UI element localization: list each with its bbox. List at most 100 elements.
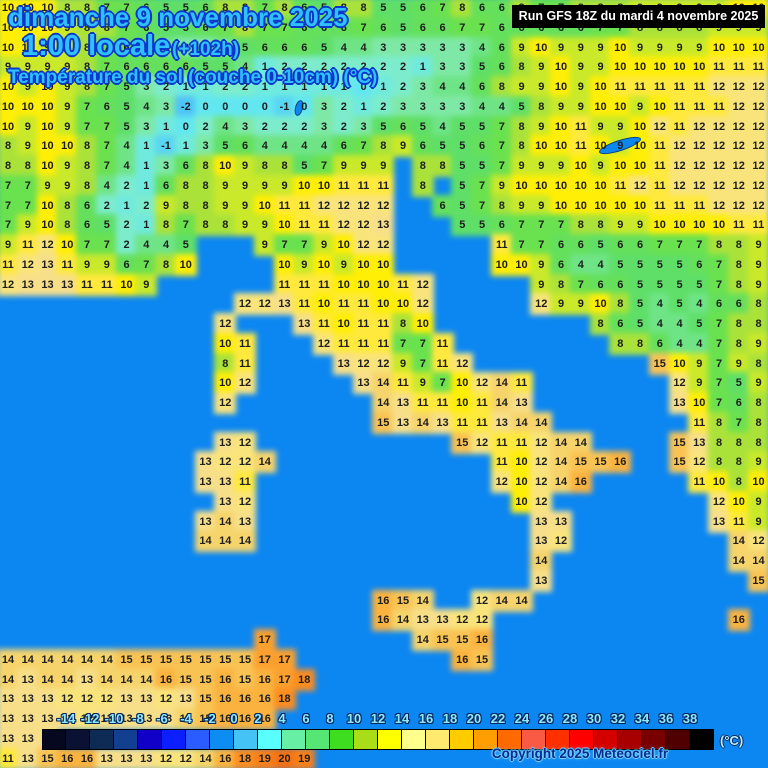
temp-value: 6 bbox=[735, 397, 742, 409]
temp-value: 12 bbox=[357, 239, 370, 251]
temp-value: 2 bbox=[162, 81, 170, 93]
temp-value: 10 bbox=[377, 258, 390, 271]
temp-value: 8 bbox=[83, 2, 91, 14]
temp-value: 9 bbox=[518, 41, 525, 54]
temp-value: 11 bbox=[357, 298, 370, 311]
temp-value: 9 bbox=[696, 377, 703, 390]
colorbar-segment bbox=[402, 729, 426, 750]
temp-value: 9 bbox=[597, 61, 604, 74]
copyright-link[interactable]: Copyright 2025 Meteociel.fr bbox=[491, 746, 669, 761]
temp-value: 5 bbox=[676, 278, 683, 291]
temp-value: 10 bbox=[120, 278, 133, 291]
temp-value: 15 bbox=[179, 653, 192, 666]
temp-value: 16 bbox=[732, 614, 745, 627]
time-label: 1:00 locale bbox=[22, 30, 171, 62]
temp-value: 7 bbox=[24, 199, 31, 212]
temp-value: 6 bbox=[340, 21, 347, 34]
temp-value: 10 bbox=[179, 258, 192, 271]
temp-value: 13 bbox=[21, 278, 34, 291]
temp-value: 10 bbox=[515, 456, 528, 469]
temp-value: 6 bbox=[182, 160, 189, 172]
temp-value: 1 bbox=[380, 81, 387, 93]
temp-value: 8 bbox=[715, 239, 723, 251]
temp-value: 7 bbox=[478, 21, 486, 34]
temp-value: 10 bbox=[535, 41, 548, 54]
temp-value: 4 bbox=[676, 337, 683, 350]
temp-value: 14 bbox=[21, 653, 34, 666]
temp-value: 10 bbox=[515, 258, 528, 271]
temp-value: 9 bbox=[696, 41, 703, 54]
temp-value: 7 bbox=[123, 21, 130, 34]
temp-value: 10 bbox=[732, 41, 745, 54]
temp-value: 9 bbox=[399, 357, 407, 370]
temp-value: 4 bbox=[281, 140, 288, 153]
temp-value: 11 bbox=[2, 258, 14, 271]
temp-value: 10 bbox=[574, 160, 587, 172]
temp-value: 11 bbox=[713, 100, 725, 113]
temp-value: 12 bbox=[732, 81, 745, 93]
temp-value: 12 bbox=[673, 140, 686, 153]
temp-value: 7 bbox=[182, 219, 189, 232]
temp-value: 8 bbox=[735, 239, 742, 251]
temp-value: 8 bbox=[518, 120, 525, 133]
temp-value: 10 bbox=[219, 337, 232, 350]
temp-value: 13 bbox=[436, 416, 449, 429]
temp-value: 6 bbox=[301, 2, 308, 14]
temp-value: 15 bbox=[41, 752, 54, 765]
temp-value: 14 bbox=[100, 653, 113, 666]
temp-value: 13 bbox=[100, 752, 113, 765]
temp-value: 9 bbox=[301, 258, 308, 271]
temp-value: 6 bbox=[696, 258, 703, 271]
temp-value: 2 bbox=[281, 61, 288, 74]
temp-value: 3 bbox=[162, 160, 170, 172]
temp-value: 2 bbox=[241, 81, 249, 93]
temp-value: 9 bbox=[755, 239, 762, 251]
temp-value: 15 bbox=[199, 713, 212, 725]
temp-value: 7 bbox=[103, 41, 110, 54]
temp-value: 5 bbox=[696, 278, 703, 291]
temp-value: 12 bbox=[219, 397, 232, 409]
temp-value: 6 bbox=[301, 41, 308, 54]
temp-value: 17 bbox=[258, 634, 271, 646]
colorbar-segment bbox=[234, 729, 258, 750]
temp-value: 7 bbox=[478, 199, 486, 212]
temp-value: 3 bbox=[320, 100, 328, 113]
temp-value: 17 bbox=[278, 653, 291, 666]
temp-value: 2 bbox=[103, 199, 110, 212]
temp-value: 2 bbox=[202, 120, 209, 133]
temp-value: 8 bbox=[340, 2, 347, 14]
temp-value: 9 bbox=[557, 160, 565, 172]
temp-value: 10 bbox=[693, 219, 706, 232]
temp-value: 4 bbox=[478, 100, 486, 113]
temp-value: 5 bbox=[399, 21, 407, 34]
colorbar-tick: 28 bbox=[562, 711, 578, 726]
temp-value: 3 bbox=[380, 41, 387, 54]
temp-value: 12 bbox=[633, 179, 647, 192]
temp-value: 9 bbox=[518, 81, 525, 93]
temp-value: 0 bbox=[222, 100, 229, 113]
colorbar-tick: 32 bbox=[610, 711, 626, 726]
temp-value: 14 bbox=[416, 594, 429, 607]
temp-value: 8 bbox=[735, 436, 742, 449]
temp-value: 2 bbox=[281, 120, 288, 133]
temp-value: 13 bbox=[199, 515, 212, 528]
temp-value: 0 bbox=[301, 100, 308, 113]
temp-value: 7 bbox=[261, 21, 268, 34]
temp-value: 11 bbox=[653, 199, 666, 212]
temp-value: 8 bbox=[4, 140, 12, 153]
temp-value: 5 bbox=[676, 258, 683, 271]
temp-value: 13 bbox=[41, 713, 54, 725]
temp-value: 7 bbox=[419, 337, 426, 350]
temp-value: 2 bbox=[360, 61, 367, 74]
temp-value: 9 bbox=[557, 41, 565, 54]
temp-value: 9 bbox=[755, 278, 762, 291]
colorbar-segment bbox=[354, 729, 378, 750]
temp-value: 13 bbox=[219, 436, 232, 449]
temp-value: 4 bbox=[439, 81, 446, 93]
temp-value: 14 bbox=[554, 476, 568, 488]
temp-value: 14 bbox=[219, 515, 232, 528]
temp-value: 10 bbox=[614, 100, 627, 113]
temp-value: 10 bbox=[712, 41, 726, 54]
temp-value: 6 bbox=[162, 61, 170, 74]
temp-value: 13 bbox=[61, 713, 74, 725]
